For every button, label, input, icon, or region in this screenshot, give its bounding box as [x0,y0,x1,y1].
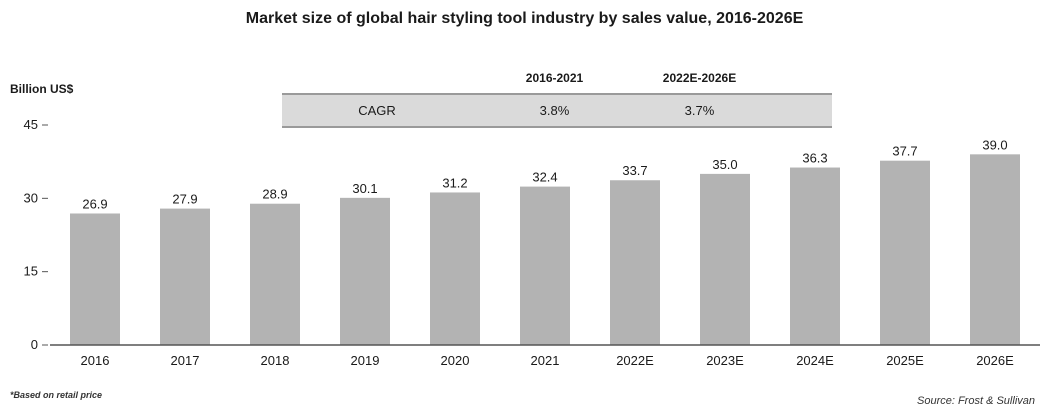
x-tick-label: 2020 [441,353,470,368]
bar-2025E [880,160,930,345]
x-tick-label: 2017 [171,353,200,368]
x-tick-label: 2018 [261,353,290,368]
bar-2023E [700,173,750,345]
x-axis-tick-labels: 2016 2017 2018 2019 2020 2021 2022E 2023E 2024E 2… [81,353,1015,368]
bar-2021 [520,186,570,345]
y-tick-label: 45 [24,117,38,132]
cagr-value-period-2: 3.7% [637,94,762,128]
bar-value-label: 31.2 [442,175,467,190]
bar-value-label: 27.9 [172,192,197,207]
bar-value-label: 35.0 [712,157,737,172]
y-axis-ticks: 0 15 30 45 [24,117,48,352]
bar-2018 [250,203,300,345]
cagr-table-row: CAGR 3.8% 3.7% [282,94,832,128]
x-tick-label: 2016 [81,353,110,368]
cagr-header-period-1: 2016-2021 [472,63,637,95]
bar-value-label: 28.9 [262,187,287,202]
bar-2016 [70,213,120,345]
y-tick-label: 15 [24,264,38,279]
y-axis-unit-label: Billion US$ [10,82,74,96]
bar-2026E [970,154,1020,345]
cagr-header-spacer [762,63,832,95]
bar-2022E [610,180,660,345]
x-tick-label: 2022E [616,353,654,368]
bar-value-label: 32.4 [532,170,557,185]
y-tick-label: 0 [31,337,38,352]
cagr-header-period-2: 2022E-2026E [637,63,762,95]
bar-value-label: 39.0 [982,137,1007,152]
x-tick-label: 2021 [531,353,560,368]
x-tick-label: 2019 [351,353,380,368]
x-tick-label: 2024E [796,353,834,368]
cagr-value-period-1: 3.8% [472,94,637,128]
x-tick-label: 2023E [706,353,744,368]
cagr-table-header: 2016-2021 2022E-2026E [282,63,832,95]
x-tick-label: 2026E [976,353,1014,368]
cagr-row-spacer [762,94,832,128]
chart-title: Market size of global hair styling tool … [245,10,804,27]
x-tick-label: 2025E [886,353,924,368]
source-note: Source: Frost & Sullivan [917,395,1035,407]
bar-value-label: 37.7 [892,144,917,159]
bar-value-label: 33.7 [622,163,647,178]
bar-value-label: 36.3 [802,151,827,166]
cagr-header-empty [282,63,472,95]
bar-2019 [340,197,390,345]
bar-2024E [790,167,840,345]
bar-value-label: 30.1 [352,181,377,196]
y-tick-label: 30 [24,190,38,205]
bar-value-label: 26.9 [82,196,107,211]
cagr-table: 2016-2021 2022E-2026E CAGR 3.8% 3.7% [282,63,832,128]
footnote: *Based on retail price [10,390,103,400]
bar-2017 [160,208,210,345]
bar-2020 [430,192,480,345]
cagr-row-label: CAGR [282,94,472,128]
bars-group: 26.9 27.9 28.9 30.1 31.2 32.4 33.7 35.0 36.3 37.7… [70,137,1020,345]
